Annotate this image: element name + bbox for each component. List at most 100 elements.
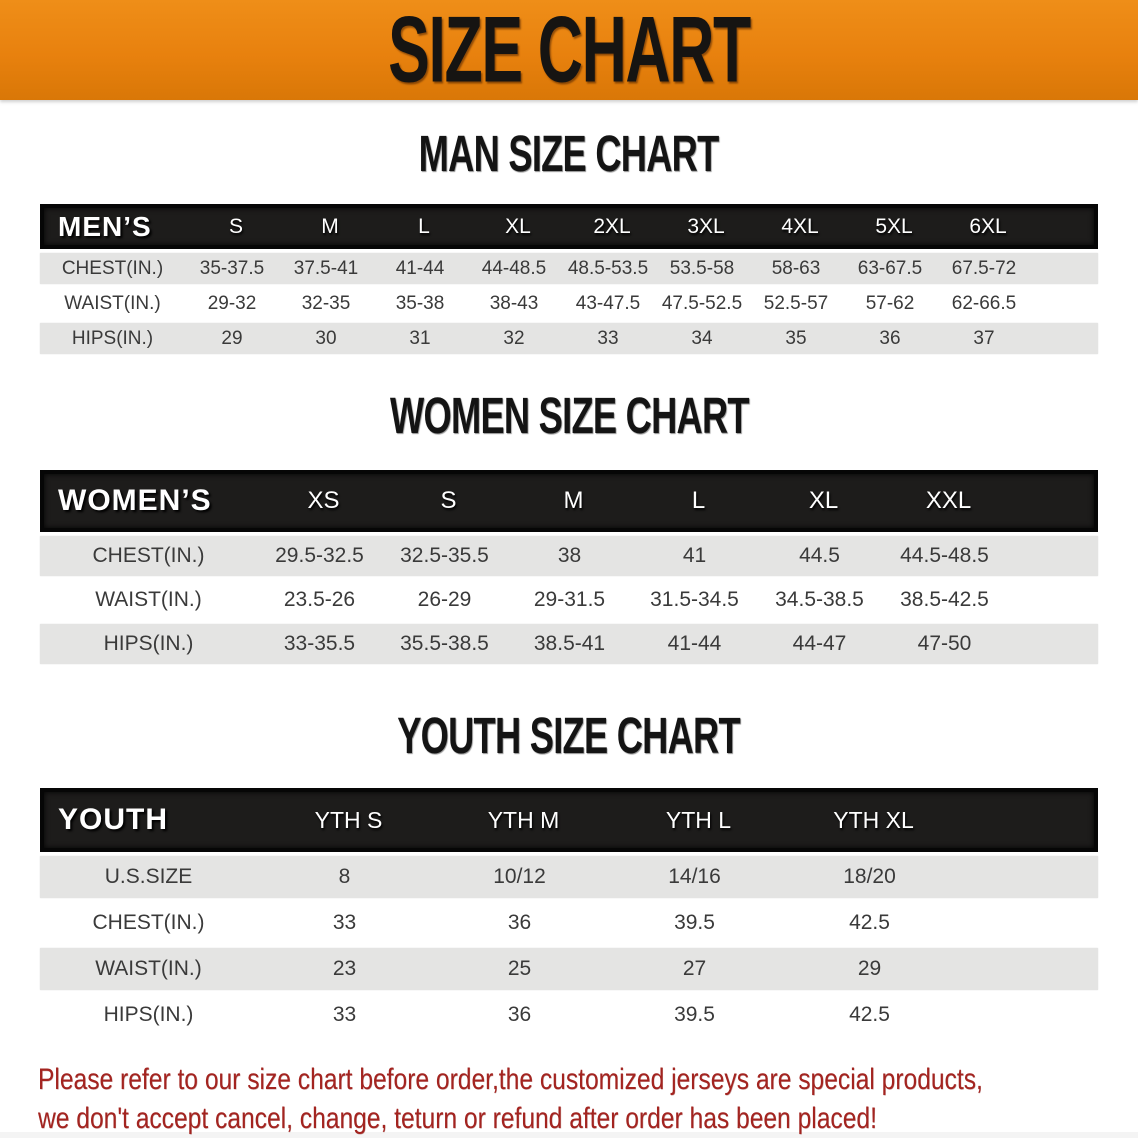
size-value-cell: 25 bbox=[507, 957, 532, 980]
column-header: XL bbox=[505, 214, 531, 238]
disclaimer-line-1: Please refer to our size chart before or… bbox=[38, 1063, 983, 1096]
column-header: YTH L bbox=[665, 806, 732, 833]
size-value-cell: 31.5-34.5 bbox=[650, 588, 739, 611]
column-header: S bbox=[228, 214, 243, 238]
size-value-cell: 42.5 bbox=[849, 1003, 890, 1026]
size-value-cell: 33-35.5 bbox=[283, 632, 356, 655]
size-value-cell: 41-44 bbox=[395, 257, 445, 279]
women-size-table: WOMEN’S XS S M L XL XXL CHEST(IN.) 29.5-32.5 32.… bbox=[40, 470, 1098, 664]
size-value-cell: 44-47 bbox=[792, 632, 847, 655]
youth-section-title-text: YOUTH SIZE CHART bbox=[397, 707, 741, 765]
men-section-title: MAN SIZE CHART bbox=[0, 126, 1138, 183]
table-row: HIPS(IN.) 33-35.5 35.5-38.5 38.5-41 41-44 44-… bbox=[40, 624, 1098, 664]
size-value-cell: 63-67.5 bbox=[857, 257, 923, 279]
size-value-cell: 29 bbox=[221, 327, 243, 349]
size-value-cell: 8 bbox=[338, 865, 351, 888]
youth-table-body: U.S.SIZE 8 10/12 14/16 18/20 CHEST(IN.) 33 36 39… bbox=[40, 856, 1098, 1036]
size-value-cell: 37 bbox=[973, 327, 995, 349]
column-header: YTH S bbox=[314, 806, 383, 833]
group-label: MEN’S bbox=[58, 210, 152, 242]
size-value-cell: 32.5-35.5 bbox=[400, 544, 489, 567]
size-value-cell: 32-35 bbox=[301, 292, 351, 314]
row-label: CHEST(IN.) bbox=[92, 544, 205, 567]
size-value-cell: 43-47.5 bbox=[575, 292, 641, 314]
group-label: YOUTH bbox=[58, 803, 168, 836]
size-value-cell: 29.5-32.5 bbox=[275, 544, 364, 567]
size-value-cell: 29-31.5 bbox=[533, 588, 606, 611]
column-header: L bbox=[691, 487, 706, 514]
row-label: HIPS(IN.) bbox=[103, 1003, 194, 1026]
column-header: L bbox=[418, 214, 430, 238]
size-value-cell: 44.5 bbox=[799, 544, 840, 567]
table-row: WAIST(IN.) 23.5-26 26-29 29-31.5 31.5-34.5 34… bbox=[40, 580, 1098, 620]
table-row: CHEST(IN.) 35-37.5 37.5-41 41-44 44-48.5 48.5… bbox=[40, 253, 1098, 284]
column-header: 4XL bbox=[781, 214, 819, 238]
men-size-table: MEN’S S M L XL 2XL 3XL 4XL 5XL 6XL CHEST(IN.) 35-3… bbox=[40, 204, 1098, 354]
row-label: U.S.SIZE bbox=[104, 865, 193, 888]
size-value-cell: 35-38 bbox=[395, 292, 445, 314]
size-value-cell: 36 bbox=[507, 1003, 532, 1026]
column-header: 5XL bbox=[875, 214, 913, 238]
column-header: YTH XL bbox=[833, 806, 914, 833]
row-label: WAIST(IN.) bbox=[64, 292, 161, 314]
size-value-cell: 26-29 bbox=[417, 588, 472, 611]
size-value-cell: 47.5-52.5 bbox=[661, 292, 743, 314]
table-row: CHEST(IN.) 29.5-32.5 32.5-35.5 38 41 44.5 44.5… bbox=[40, 536, 1098, 576]
size-value-cell: 29-32 bbox=[207, 292, 257, 314]
column-header: M bbox=[563, 487, 584, 514]
men-size-section: MAN SIZE CHART MEN’S S M L XL 2XL 3XL 4XL 5XL 6XL… bbox=[0, 126, 1138, 354]
table-row: CHEST(IN.) 33 36 39.5 42.5 bbox=[40, 902, 1098, 944]
youth-table-header: YOUTH YTH S YTH M YTH L YTH XL bbox=[40, 788, 1098, 852]
size-value-cell: 35.5-38.5 bbox=[400, 632, 489, 655]
size-value-cell: 29 bbox=[857, 957, 882, 980]
men-table-header: MEN’S S M L XL 2XL 3XL 4XL 5XL 6XL bbox=[40, 204, 1098, 249]
women-table-body: CHEST(IN.) 29.5-32.5 32.5-35.5 38 41 44.5 44.5… bbox=[40, 536, 1098, 664]
youth-size-section: YOUTH SIZE CHART YOUTH YTH S YTH M YTH L YTH… bbox=[0, 708, 1138, 1036]
size-value-cell: 35 bbox=[785, 327, 807, 349]
table-row: HIPS(IN.) 29 30 31 32 33 34 35 36 37 bbox=[40, 323, 1098, 354]
size-value-cell: 48.5-53.5 bbox=[567, 257, 649, 279]
size-value-cell: 37.5-41 bbox=[293, 257, 359, 279]
women-section-title: WOMEN SIZE CHART bbox=[0, 387, 1138, 445]
table-row: U.S.SIZE 8 10/12 14/16 18/20 bbox=[40, 856, 1098, 898]
disclaimer-text: Please refer to our size chart before or… bbox=[0, 1060, 1138, 1138]
column-header: 3XL bbox=[687, 214, 725, 238]
table-row: WAIST(IN.) 29-32 32-35 35-38 38-43 43-47.5 47.… bbox=[40, 288, 1098, 319]
size-value-cell: 36 bbox=[507, 911, 532, 934]
size-value-cell: 36 bbox=[879, 327, 901, 349]
table-row: WAIST(IN.) 23 25 27 29 bbox=[40, 948, 1098, 990]
women-section-title-text: WOMEN SIZE CHART bbox=[389, 387, 750, 445]
size-value-cell: 41 bbox=[682, 544, 707, 567]
size-value-cell: 34.5-38.5 bbox=[775, 588, 864, 611]
size-value-cell: 31 bbox=[409, 327, 431, 349]
column-header: YTH M bbox=[487, 806, 560, 833]
women-table-header: WOMEN’S XS S M L XL XXL bbox=[40, 470, 1098, 532]
size-value-cell: 30 bbox=[315, 327, 337, 349]
size-chart-banner: SIZE CHART bbox=[0, 0, 1138, 103]
size-value-cell: 23 bbox=[332, 957, 357, 980]
youth-section-title: YOUTH SIZE CHART bbox=[0, 707, 1138, 765]
size-value-cell: 23.5-26 bbox=[283, 588, 356, 611]
size-value-cell: 44-48.5 bbox=[481, 257, 547, 279]
size-value-cell: 33 bbox=[332, 911, 357, 934]
size-value-cell: 41-44 bbox=[667, 632, 722, 655]
size-value-cell: 27 bbox=[682, 957, 707, 980]
row-label: CHEST(IN.) bbox=[61, 257, 164, 279]
size-value-cell: 38.5-41 bbox=[533, 632, 606, 655]
size-value-cell: 10/12 bbox=[493, 865, 546, 888]
size-value-cell: 57-62 bbox=[865, 292, 915, 314]
men-table-body: CHEST(IN.) 35-37.5 37.5-41 41-44 44-48.5 48.5… bbox=[40, 253, 1098, 354]
column-header: XS bbox=[307, 487, 340, 514]
row-label: WAIST(IN.) bbox=[95, 957, 202, 980]
row-label: HIPS(IN.) bbox=[103, 632, 194, 655]
size-value-cell: 38.5-42.5 bbox=[900, 588, 989, 611]
column-header: XXL bbox=[925, 487, 972, 514]
size-value-cell: 52.5-57 bbox=[763, 292, 829, 314]
column-header: M bbox=[321, 214, 339, 238]
size-chart-banner-title: SIZE CHART bbox=[388, 0, 751, 103]
women-size-section: WOMEN SIZE CHART WOMEN’S XS S M L XL XXL CHEST… bbox=[0, 388, 1138, 664]
size-value-cell: 38-43 bbox=[489, 292, 539, 314]
column-header: XL bbox=[808, 487, 839, 514]
youth-size-table: YOUTH YTH S YTH M YTH L YTH XL U.S.SIZE 8 10/1… bbox=[40, 788, 1098, 1036]
table-row: HIPS(IN.) 33 36 39.5 42.5 bbox=[40, 994, 1098, 1036]
